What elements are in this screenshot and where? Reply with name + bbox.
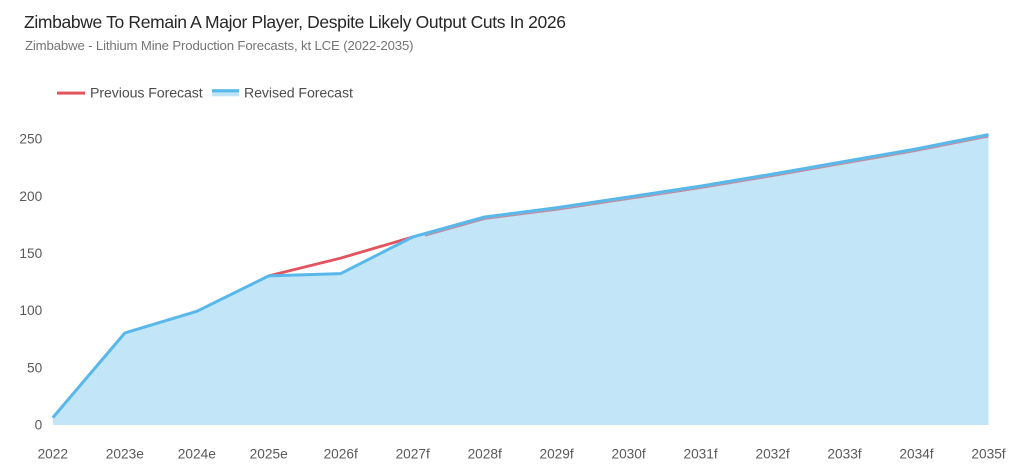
svg-text:2027f: 2027f: [396, 447, 430, 462]
svg-text:100: 100: [19, 303, 42, 318]
svg-text:150: 150: [19, 246, 42, 261]
svg-text:50: 50: [27, 360, 43, 375]
svg-text:Previous Forecast: Previous Forecast: [90, 85, 203, 101]
svg-text:2022: 2022: [38, 447, 68, 462]
svg-text:2024e: 2024e: [178, 447, 216, 462]
svg-text:2026f: 2026f: [324, 447, 358, 462]
svg-text:2032f: 2032f: [755, 447, 789, 462]
svg-text:2034f: 2034f: [899, 447, 933, 462]
svg-text:2028f: 2028f: [468, 447, 502, 462]
svg-text:2030f: 2030f: [611, 447, 645, 462]
svg-text:2033f: 2033f: [827, 447, 861, 462]
svg-text:0: 0: [35, 418, 43, 433]
svg-text:250: 250: [19, 132, 42, 147]
svg-text:2035f: 2035f: [971, 447, 1005, 462]
svg-text:2025e: 2025e: [250, 447, 288, 462]
svg-text:Revised Forecast: Revised Forecast: [244, 85, 353, 101]
svg-text:2029f: 2029f: [539, 447, 573, 462]
svg-text:200: 200: [19, 189, 42, 204]
svg-text:2031f: 2031f: [683, 447, 717, 462]
svg-text:2023e: 2023e: [106, 447, 144, 462]
